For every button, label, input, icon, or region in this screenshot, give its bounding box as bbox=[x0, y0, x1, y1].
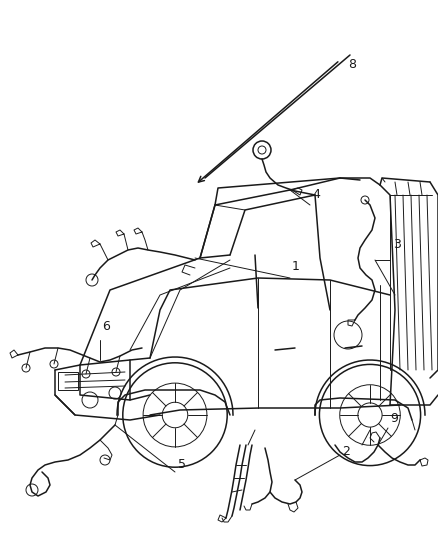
Text: 9: 9 bbox=[390, 412, 398, 425]
Text: 2: 2 bbox=[342, 445, 350, 458]
Text: 3: 3 bbox=[393, 238, 401, 251]
Text: 6: 6 bbox=[102, 320, 110, 333]
Bar bbox=[58, 372, 78, 390]
Text: 8: 8 bbox=[348, 58, 356, 71]
Text: 4: 4 bbox=[312, 188, 320, 201]
Text: 5: 5 bbox=[178, 458, 186, 471]
Text: 1: 1 bbox=[292, 260, 300, 273]
